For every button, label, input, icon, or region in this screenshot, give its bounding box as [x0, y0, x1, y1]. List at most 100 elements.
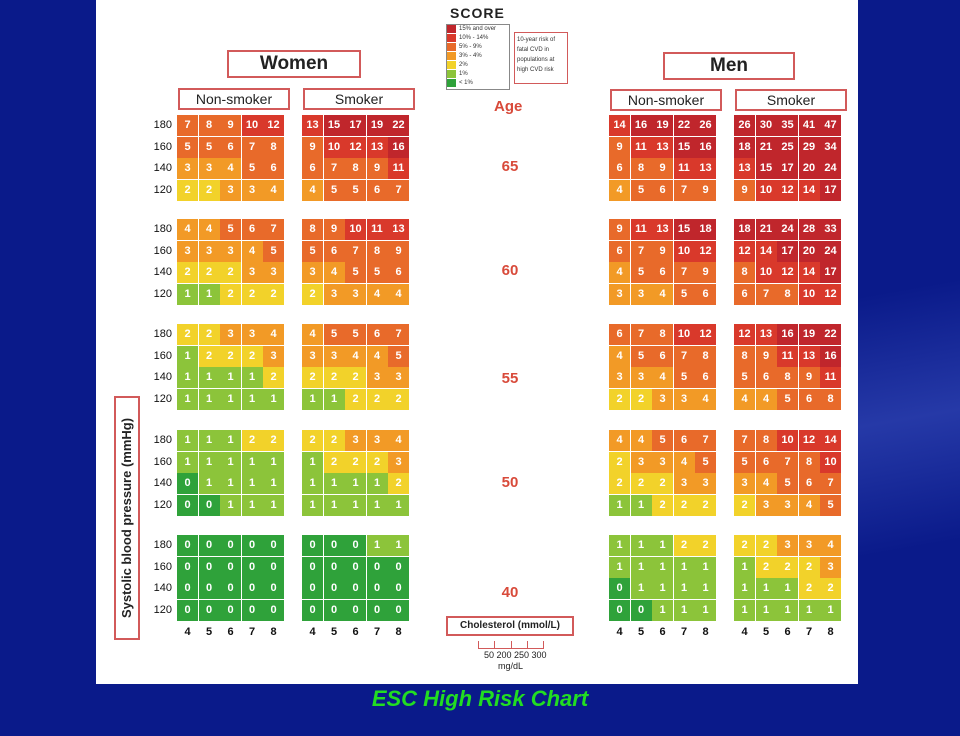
risk-cell: 3 — [345, 430, 366, 451]
risk-cell: 1 — [630, 578, 652, 599]
risk-cell: 2 — [323, 451, 345, 473]
risk-cell: 13 — [734, 158, 755, 179]
risk-cell: 4 — [263, 179, 284, 201]
risk-cell: 26 — [695, 115, 716, 136]
risk-cell: 0 — [177, 599, 198, 621]
cholesterol-tick-label: 8 — [827, 626, 834, 638]
risk-cell: 17 — [777, 240, 798, 262]
sbp-tick-label: 120 — [153, 603, 172, 616]
risk-cell: 3 — [673, 388, 695, 410]
risk-cell: 7 — [263, 219, 284, 240]
risk-cell: 2 — [695, 494, 716, 516]
risk-cell: 3 — [673, 473, 695, 494]
risk-cell: 3 — [777, 494, 798, 516]
risk-cell: 1 — [734, 556, 755, 578]
legend-swatch — [447, 34, 456, 42]
risk-cell: 7 — [755, 283, 777, 305]
risk-cell: 0 — [241, 556, 263, 578]
risk-cell: 18 — [695, 219, 716, 240]
risk-cell: 17 — [777, 158, 798, 179]
risk-cell: 0 — [302, 535, 323, 556]
risk-cell: 4 — [241, 240, 263, 262]
risk-cell: 20 — [798, 158, 820, 179]
risk-cell: 9 — [734, 179, 755, 201]
risk-cell: 1 — [630, 556, 652, 578]
risk-cell: 1 — [241, 367, 263, 388]
risk-cell: 5 — [302, 240, 323, 262]
risk-cell: 5 — [388, 345, 409, 367]
risk-cell: 0 — [241, 535, 263, 556]
risk-cell: 4 — [177, 219, 198, 240]
risk-cell: 12 — [734, 324, 755, 345]
risk-cell: 0 — [263, 578, 284, 599]
risk-cell: 1 — [652, 535, 673, 556]
risk-cell: 1 — [263, 451, 284, 473]
risk-cell: 1 — [220, 473, 241, 494]
risk-cell: 8 — [345, 158, 366, 179]
risk-cell: 0 — [366, 578, 388, 599]
risk-cell: 19 — [798, 324, 820, 345]
cholesterol-tick-label: 4 — [184, 626, 191, 638]
risk-cell: 6 — [652, 345, 673, 367]
risk-cell: 3 — [302, 345, 323, 367]
risk-cell: 7 — [673, 262, 695, 283]
risk-cell: 1 — [302, 473, 323, 494]
risk-cell: 3 — [241, 324, 263, 345]
risk-cell: 6 — [734, 283, 755, 305]
risk-cell: 6 — [323, 240, 345, 262]
age-label: 55 — [501, 370, 519, 387]
risk-cell: 2 — [198, 324, 220, 345]
risk-cell: 6 — [609, 158, 630, 179]
risk-cell: 1 — [345, 494, 366, 516]
risk-cell: 0 — [366, 556, 388, 578]
risk-cell: 4 — [820, 535, 841, 556]
risk-cell: 1 — [345, 473, 366, 494]
risk-cell: 4 — [263, 324, 284, 345]
risk-cell: 17 — [820, 179, 841, 201]
risk-cell: 2 — [198, 262, 220, 283]
risk-cell: 3 — [652, 451, 673, 473]
risk-cell: 1 — [630, 494, 652, 516]
chart-caption: ESC High Risk Chart — [371, 686, 589, 711]
risk-cell: 0 — [198, 494, 220, 516]
risk-cell: 3 — [220, 240, 241, 262]
risk-cell: 1 — [198, 283, 220, 305]
risk-cell: 2 — [263, 367, 284, 388]
risk-cell: 8 — [695, 345, 716, 367]
risk-cell: 0 — [220, 578, 241, 599]
risk-cell: 0 — [609, 578, 630, 599]
risk-cell: 0 — [388, 578, 409, 599]
risk-cell: 2 — [220, 345, 241, 367]
risk-cell: 7 — [323, 158, 345, 179]
risk-cell: 1 — [388, 535, 409, 556]
legend-swatch — [447, 25, 456, 33]
risk-cell: 8 — [630, 158, 652, 179]
legend-swatch — [447, 70, 456, 78]
risk-cell: 3 — [609, 283, 630, 305]
risk-cell: 1 — [323, 494, 345, 516]
risk-cell: 2 — [198, 345, 220, 367]
risk-cell: 1 — [630, 535, 652, 556]
risk-cell: 2 — [241, 345, 263, 367]
risk-cell: 5 — [220, 219, 241, 240]
risk-cell: 26 — [734, 115, 755, 136]
risk-cell: 13 — [695, 158, 716, 179]
risk-cell: 3 — [755, 494, 777, 516]
men-label: Men — [663, 52, 795, 80]
legend-swatch — [447, 43, 456, 51]
risk-cell: 1 — [323, 388, 345, 410]
risk-cell: 1 — [302, 494, 323, 516]
women-label: Women — [227, 50, 361, 78]
risk-cell: 1 — [820, 599, 841, 621]
risk-cell: 11 — [630, 219, 652, 240]
risk-cell: 4 — [609, 262, 630, 283]
risk-cell: 7 — [673, 345, 695, 367]
risk-cell: 2 — [366, 451, 388, 473]
sbp-tick-label: 180 — [153, 434, 172, 446]
risk-cell: 3 — [220, 179, 241, 201]
risk-cell: 2 — [673, 494, 695, 516]
legend-label: 1% — [459, 71, 468, 77]
risk-cell: 0 — [198, 599, 220, 621]
risk-cell: 1 — [777, 578, 798, 599]
risk-cell: 10 — [798, 283, 820, 305]
